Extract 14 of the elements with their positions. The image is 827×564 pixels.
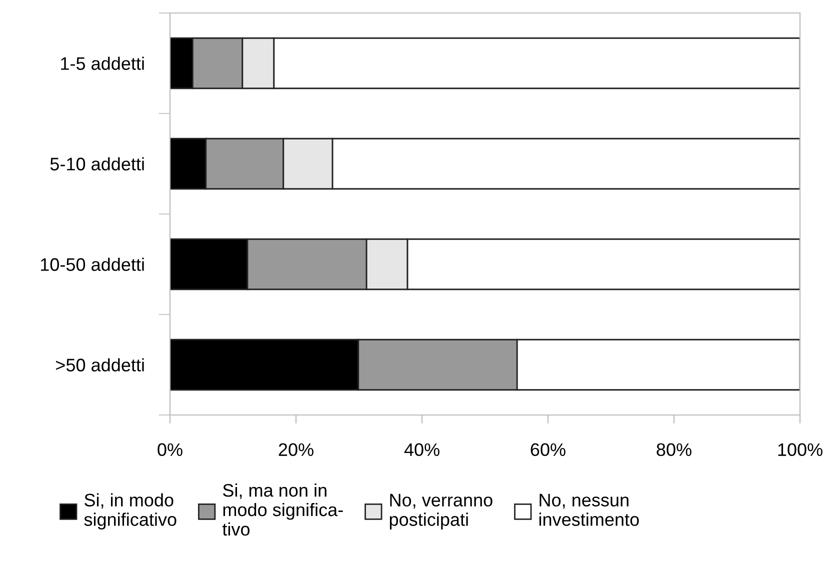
- legend-label: Si, ma non in modo significa- tivo: [222, 484, 343, 536]
- x-tick-label: 0%: [158, 443, 182, 456]
- y-tick-label: 5-10 addetti: [50, 157, 144, 170]
- x-tick-label: 60%: [530, 443, 566, 456]
- x-tick-label: 20%: [278, 443, 314, 456]
- y-tick-label: 1-5 addetti: [61, 56, 144, 70]
- legend-label: No, verranno posticipati: [390, 494, 492, 530]
- x-tick-label: 100%: [778, 443, 822, 456]
- x-tick-label: 80%: [656, 443, 692, 456]
- y-tick-label: 10-50 addetti: [40, 258, 144, 271]
- legend-label: Si, in modo significativo: [84, 493, 176, 530]
- x-tick-label: 40%: [404, 443, 440, 456]
- legend-label: No, nessun investimento: [539, 494, 639, 526]
- y-tick-label: >50 addetti: [56, 358, 144, 372]
